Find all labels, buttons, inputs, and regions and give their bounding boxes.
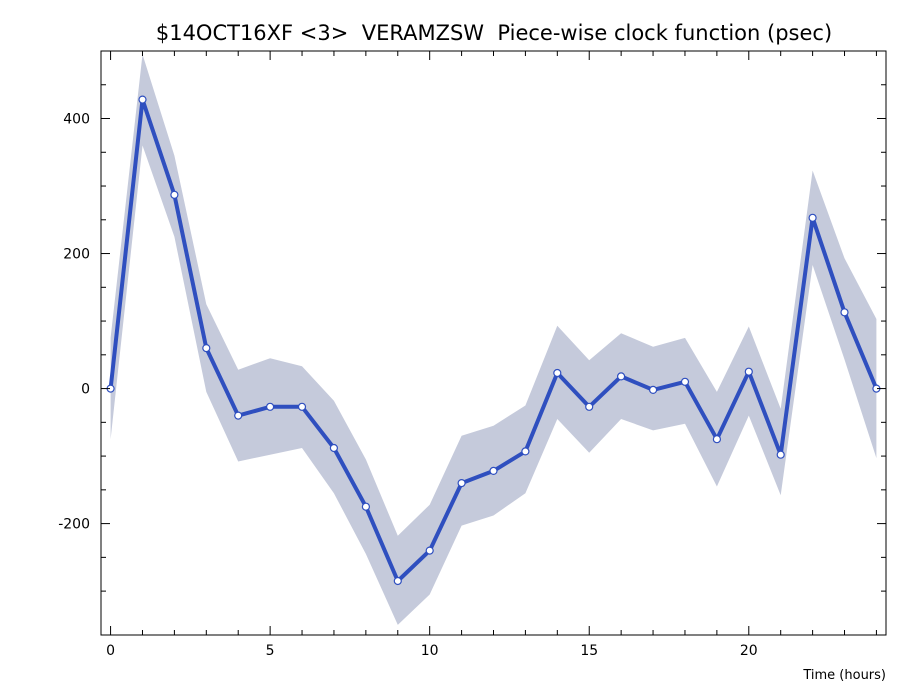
x-axis-label: Time (hours)	[802, 668, 886, 683]
data-point	[776, 450, 785, 459]
chart-title: $14OCT16XF <3> VERAMZSW Piece-wise clock…	[156, 21, 832, 45]
x-tick-label: 20	[740, 643, 758, 659]
data-point	[521, 447, 530, 456]
data-point	[202, 344, 211, 353]
data-point	[744, 367, 753, 376]
y-tick-label: 400	[63, 112, 90, 128]
data-point	[808, 213, 817, 222]
data-point	[393, 576, 402, 586]
data-point	[425, 546, 434, 555]
data-point	[457, 479, 466, 488]
y-tick-label: -200	[58, 517, 90, 533]
x-tick-label: 10	[421, 643, 439, 659]
data-point	[361, 502, 370, 511]
data-point	[489, 466, 498, 475]
data-point	[648, 385, 658, 394]
data-point	[616, 372, 626, 381]
data-point	[266, 402, 275, 411]
uncertainty-band	[110, 54, 877, 625]
data-points	[106, 95, 881, 586]
y-tick-label: 0	[81, 382, 90, 398]
x-tick-label: 5	[266, 643, 275, 659]
data-point	[585, 402, 594, 411]
data-point	[329, 443, 338, 453]
data-point	[234, 411, 243, 420]
x-tick-labels: 0 5 10 15 20	[106, 643, 758, 659]
data-point	[297, 402, 307, 411]
data-point	[712, 435, 722, 444]
y-tick-labels: -200 0 200 400	[58, 112, 90, 533]
data-point	[553, 368, 562, 378]
data-point	[138, 95, 147, 104]
x-tick-label: 0	[106, 643, 115, 659]
x-tick-label: 15	[580, 643, 598, 659]
error-band	[110, 54, 877, 625]
data-point	[170, 190, 179, 199]
y-tick-label: 200	[63, 247, 90, 263]
axis-ticks	[101, 50, 886, 635]
data-point	[840, 308, 849, 317]
data-point	[680, 377, 690, 386]
